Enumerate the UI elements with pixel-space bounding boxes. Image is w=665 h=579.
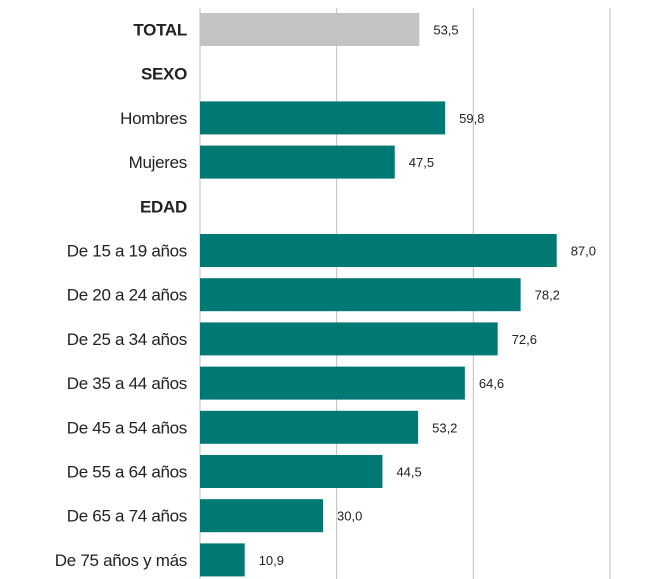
category-label-edad: EDAD: [140, 197, 187, 216]
bar-de-15-a-19-anos: [200, 234, 557, 267]
bar-de-25-a-34-anos: [200, 322, 498, 356]
value-label-de-15-a-19-anos: 87,0: [571, 244, 596, 259]
category-label-de-20-a-24-anos: De 20 a 24 años: [67, 286, 187, 305]
category-label-de-35-a-44-anos: De 35 a 44 años: [67, 374, 187, 393]
category-label-hombres: Hombres: [120, 109, 187, 128]
category-label-total: TOTAL: [133, 21, 187, 40]
value-label-de-75-anos-y-mas: 10,9: [259, 553, 284, 568]
bar-de-45-a-54-anos: [200, 410, 419, 444]
value-label-de-20-a-24-anos: 78,2: [535, 288, 560, 303]
category-label-mujeres: Mujeres: [129, 153, 187, 172]
category-label-de-65-a-74-anos: De 65 a 74 años: [67, 507, 187, 526]
bar-de-55-a-64-anos: [200, 455, 383, 488]
value-label-de-55-a-64-anos: 44,5: [396, 465, 421, 480]
value-label-mujeres: 47,5: [409, 155, 434, 170]
bar-total: [200, 13, 420, 46]
category-label-sexo: SEXO: [141, 65, 187, 84]
category-label-de-75-anos-y-mas: De 75 años y más: [55, 551, 187, 570]
value-label-de-25-a-34-anos: 72,6: [512, 332, 537, 347]
value-label-de-35-a-44-anos: 64,6: [479, 376, 504, 391]
value-label-hombres: 59,8: [459, 111, 484, 126]
bar-mujeres: [200, 145, 395, 179]
value-label-de-45-a-54-anos: 53,2: [432, 420, 457, 435]
bar-de-75-anos-y-mas: [200, 543, 245, 577]
category-label-de-25-a-34-anos: De 25 a 34 años: [67, 330, 187, 349]
value-label-de-65-a-74-anos: 30,0: [337, 509, 362, 524]
category-labels: TOTAL SEXO Hombres Mujeres EDAD De 15 a 19 añ…: [55, 21, 188, 570]
value-labels: 53,5 59,8 47,5 87,0 78,2 72,6 64,6 53,2 44,5 30,0…: [259, 23, 596, 568]
value-label-total: 53,5: [433, 23, 458, 38]
category-label-de-55-a-64-anos: De 55 a 64 años: [67, 463, 187, 482]
bar-de-35-a-44-anos: [200, 366, 465, 400]
category-label-de-15-a-19-anos: De 15 a 19 años: [67, 242, 187, 261]
bar-hombres: [200, 101, 446, 135]
bars: [200, 13, 557, 577]
category-label-de-45-a-54-anos: De 45 a 54 años: [67, 418, 187, 437]
bar-de-65-a-74-anos: [200, 499, 323, 533]
bar-de-20-a-24-anos: [200, 278, 521, 312]
